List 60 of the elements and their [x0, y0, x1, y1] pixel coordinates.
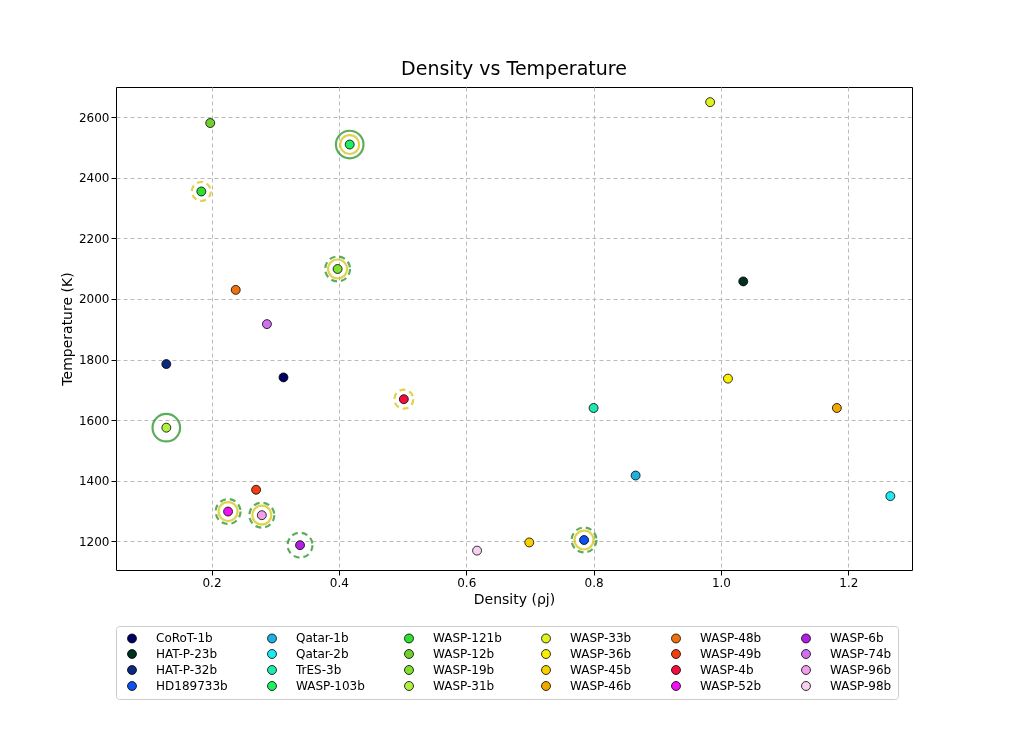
legend-label: WASP-49b	[700, 647, 762, 661]
point	[831, 403, 842, 413]
x-tick-label: 0.8	[584, 575, 604, 590]
y-tick-label: 1600	[78, 413, 110, 428]
legend-label: WASP-33b	[570, 631, 632, 646]
point	[630, 470, 641, 481]
point	[251, 484, 261, 495]
legend-label: WASP-6b	[830, 631, 884, 646]
legend-label: WASP-48b	[700, 631, 762, 646]
point	[393, 388, 415, 410]
legend-label: WASP-4b	[700, 663, 754, 677]
legend-label: HAT-P-32b	[156, 663, 218, 677]
legend-label: WASP-52b	[700, 679, 762, 693]
legend-label: WASP-12b	[433, 647, 495, 661]
legend-label: WASP-46b	[570, 679, 632, 693]
y-tick-label: 2200	[78, 231, 110, 246]
point	[262, 319, 272, 329]
legend-label: HAT-P-23b	[156, 647, 218, 661]
point	[588, 403, 599, 413]
legend-label: WASP-19b	[433, 663, 495, 677]
legend-label: WASP-121b	[433, 631, 502, 646]
legend-label: WASP-74b	[830, 647, 892, 661]
point	[230, 285, 241, 295]
y-axis-title: Temperature (K)	[58, 272, 75, 387]
point	[151, 412, 182, 443]
x-tick-label: 0.6	[457, 575, 477, 590]
point	[524, 537, 535, 548]
legend-label: Qatar-1b	[296, 631, 349, 646]
legend-label: WASP-36b	[570, 647, 632, 661]
point	[738, 276, 749, 287]
y-tick-label: 2400	[78, 171, 110, 186]
legend-label: WASP-103b	[296, 679, 365, 693]
legend-label: TrES-3b	[295, 663, 342, 677]
legend-label: Qatar-2b	[296, 647, 349, 661]
legend-label: WASP-98b	[830, 679, 892, 693]
point	[723, 373, 733, 384]
legend-label: WASP-31b	[433, 679, 495, 693]
point	[161, 359, 172, 369]
point	[705, 97, 716, 107]
point	[885, 491, 896, 501]
y-tick-label: 2600	[78, 110, 110, 125]
legend-label: HD189733b	[156, 679, 228, 693]
y-tick-label: 1200	[78, 534, 110, 549]
point	[190, 180, 212, 203]
y-tick-label: 1400	[78, 474, 110, 489]
chart-title: Density vs Temperature	[401, 57, 627, 79]
x-tick-label: 0.4	[329, 575, 349, 590]
legend-label: CoRoT-1b	[156, 631, 213, 646]
x-tick-label: 1.0	[711, 575, 732, 590]
point	[472, 545, 482, 556]
x-tick-label: 0.2	[202, 575, 222, 590]
point	[278, 372, 289, 383]
x-tick-label: 1.2	[839, 575, 859, 590]
y-tick-label: 1800	[78, 353, 110, 368]
x-axis-title: Density (ρj)	[473, 590, 556, 607]
point	[205, 118, 216, 128]
legend-label: WASP-45b	[570, 663, 632, 677]
legend-label: WASP-96b	[830, 663, 892, 677]
point	[286, 531, 314, 559]
y-tick-label: 2000	[78, 292, 110, 307]
